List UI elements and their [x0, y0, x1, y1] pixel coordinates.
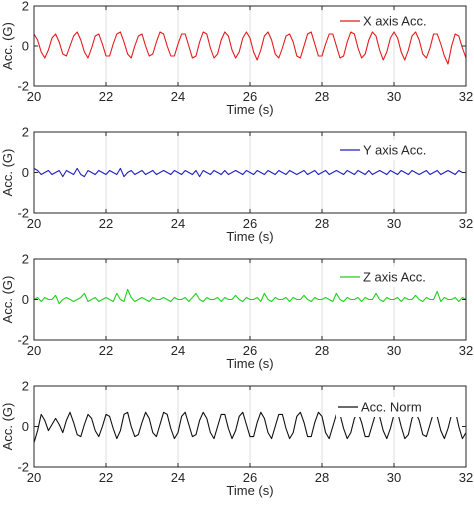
y-tick-label: 2	[22, 125, 29, 140]
x-tick-label: 20	[27, 470, 41, 485]
y-tick-label: 0	[22, 292, 29, 307]
x-axis-label: Time (s)	[226, 229, 273, 244]
legend-label: Acc. Norm	[361, 400, 422, 415]
x-tick-label: 26	[243, 216, 257, 231]
x-tick-label: 32	[459, 343, 473, 358]
y-axis-label: Acc. (G)	[0, 22, 15, 70]
y-tick-label: -2	[17, 460, 29, 475]
y-tick-label: 2	[22, 252, 29, 267]
series-line	[33, 31, 467, 65]
y-tick-label: -2	[17, 333, 29, 348]
x-tick-label: 28	[315, 470, 329, 485]
x-tick-label: 24	[171, 216, 185, 231]
legend-label: Z axis Acc.	[363, 270, 426, 285]
x-tick-label: 28	[315, 343, 329, 358]
x-tick-label: 32	[459, 216, 473, 231]
x-tick-label: 26	[243, 470, 257, 485]
x-tick-label: 20	[27, 89, 41, 104]
x-tick-label: 24	[171, 470, 185, 485]
x-tick-label: 20	[27, 216, 41, 231]
y-tick-label: 0	[22, 39, 29, 54]
series-line	[33, 288, 467, 305]
x-tick-label: 28	[315, 216, 329, 231]
legend-label: Y axis Acc.	[363, 143, 426, 158]
x-axis-label: Time (s)	[226, 483, 273, 498]
x-tick-label: 26	[243, 89, 257, 104]
x-axis-label: Time (s)	[226, 102, 273, 117]
legend: X axis Acc.	[338, 11, 460, 31]
y-tick-label: -2	[17, 79, 29, 94]
x-tick-label: 24	[171, 89, 185, 104]
x-tick-label: 22	[99, 89, 113, 104]
y-tick-label: 0	[22, 419, 29, 434]
y-tick-label: 2	[22, 0, 29, 14]
x-tick-label: 30	[387, 343, 401, 358]
legend-box	[338, 11, 460, 31]
x-tick-label: 30	[387, 470, 401, 485]
y-tick-label: -2	[17, 206, 29, 221]
legend-box	[338, 267, 460, 287]
y-tick-label: 2	[22, 379, 29, 394]
y-axis-label: Acc. (G)	[0, 403, 15, 451]
x-axis-label: Time (s)	[226, 356, 273, 371]
legend: Acc. Norm	[336, 397, 460, 417]
x-tick-label: 22	[99, 216, 113, 231]
legend: Y axis Acc.	[338, 140, 460, 160]
y-tick-label: 0	[22, 165, 29, 180]
y-axis-label: Acc. (G)	[0, 149, 15, 197]
legend-box	[336, 397, 460, 417]
y-axis-label: Acc. (G)	[0, 276, 15, 324]
legend: Z axis Acc.	[338, 267, 460, 287]
x-tick-label: 20	[27, 343, 41, 358]
legend-label: X axis Acc.	[363, 14, 427, 29]
series-line	[33, 167, 466, 178]
x-tick-label: 24	[171, 343, 185, 358]
x-tick-label: 32	[459, 470, 473, 485]
legend-box	[338, 140, 460, 160]
x-tick-label: 32	[459, 89, 473, 104]
x-tick-label: 22	[99, 470, 113, 485]
x-tick-label: 22	[99, 343, 113, 358]
x-tick-label: 26	[243, 343, 257, 358]
x-tick-label: 28	[315, 89, 329, 104]
x-tick-label: 30	[387, 216, 401, 231]
x-tick-label: 30	[387, 89, 401, 104]
